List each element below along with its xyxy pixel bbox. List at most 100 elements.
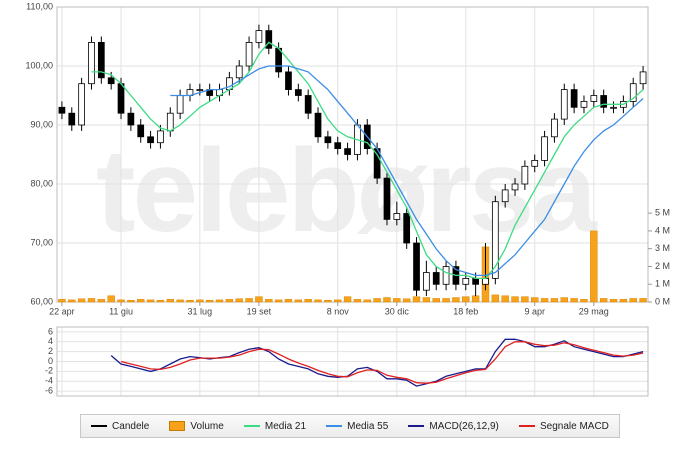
candle-body [413,242,420,291]
x-tick-label: 31 lug [188,306,213,316]
candle-body [472,277,479,285]
y-tick-label: 70,00 [30,237,53,247]
y2-tick-label: 4 M [655,225,670,235]
y-tick-label: -2 [45,366,53,376]
x-tick-label: 19 set [247,306,272,316]
candle-body [265,30,273,49]
candle-body [88,42,95,85]
candle-body [383,177,391,220]
legend-swatch [518,425,535,427]
legend-label: Candele [112,420,150,432]
volume-bar [215,299,224,303]
candle-body [117,83,125,114]
y-tick-label: 2 [48,346,53,356]
volume-bar [137,299,145,303]
x-tick-label: 30 dic [385,306,410,316]
candle-body [245,42,253,67]
candle-body [334,142,342,149]
volume-bar [176,299,184,303]
volume-bar [599,298,608,303]
legend-label: Media 21 [264,420,307,432]
volume-bar [422,297,431,303]
candle-body [491,201,499,279]
candle-body [58,106,66,114]
legend-label: Media 55 [347,420,389,432]
legend-swatch [169,421,186,431]
volume-bar [245,298,253,303]
volume-bar [531,297,539,303]
x-tick-label: 18 feb [453,306,478,316]
y-tick-label: 0 [48,356,53,366]
y2-tick-label: 5 M [655,208,670,218]
candle-body [294,89,302,96]
volume-bar [77,298,86,303]
candle-body [176,95,184,114]
volume-bar [68,299,76,303]
volume-bar [58,299,66,303]
volume-bar [205,299,214,303]
y-tick-label: 90,00 [30,119,53,129]
volume-bar [442,298,450,303]
x-tick-label: 29 mag [579,306,609,316]
legend-swatch [326,425,343,427]
legend-item: Media 21 [243,420,307,432]
volume-bar [393,298,401,303]
candle-body [629,83,637,102]
y-tick-label: 100,00 [25,60,53,70]
candle-body [423,272,430,291]
candle-body [403,213,411,244]
volume-bar [274,299,283,303]
y-tick-label: 6 [48,326,53,336]
volume-bar [383,297,391,303]
legend-label: Volume [190,420,224,432]
candle-body [344,148,351,155]
volume-bar [412,296,421,303]
volume-bar [491,294,500,303]
legend-swatch [243,425,260,427]
candle-body [521,165,529,185]
volume-bar [196,299,204,303]
volume-bar [314,299,322,303]
volume-bar [501,295,509,303]
candle-body [147,136,154,144]
candle-body [541,136,548,161]
y2-tick-label: 2 M [655,261,670,271]
volume-bar [609,299,618,303]
y2-tick-label: 1 M [655,279,670,289]
candle-body [107,77,115,85]
volume-bar [550,298,559,303]
volume-bar [235,298,243,303]
volume-bar [402,298,411,303]
legend-label: MACD(26,12,9) [429,420,499,432]
volume-bar [353,299,362,303]
candle-body [570,89,578,108]
legend: Candele Volume Media 21 Media 55 MACD(26,12,… [80,414,620,438]
volume-bar [324,299,332,303]
candle-body [600,95,608,108]
candle-body [482,277,489,285]
volume-bar [521,296,529,303]
candle-body [304,95,312,114]
volume-bar [166,299,174,303]
volume-bar [580,299,588,303]
x-tick-label: 9 apr [524,306,545,316]
candle-body [68,112,76,126]
candle-body [442,266,450,285]
candle-body [97,42,105,79]
legend-item: Volume [169,420,224,432]
volume-bar [560,297,568,303]
legend-item: Media 55 [326,421,388,432]
volume-bar [186,299,194,303]
candle-body [275,47,282,73]
volume-bar [452,297,460,303]
candle-body [314,112,322,138]
candle-body [560,89,568,120]
legend-item: Candele [91,421,149,432]
y-tick-label: -6 [45,385,53,395]
volume-bar [117,299,125,303]
y2-tick-label: 0 M [655,296,670,306]
volume-bar [343,296,352,303]
volume-bar [304,299,312,303]
volume-bar [284,299,293,303]
